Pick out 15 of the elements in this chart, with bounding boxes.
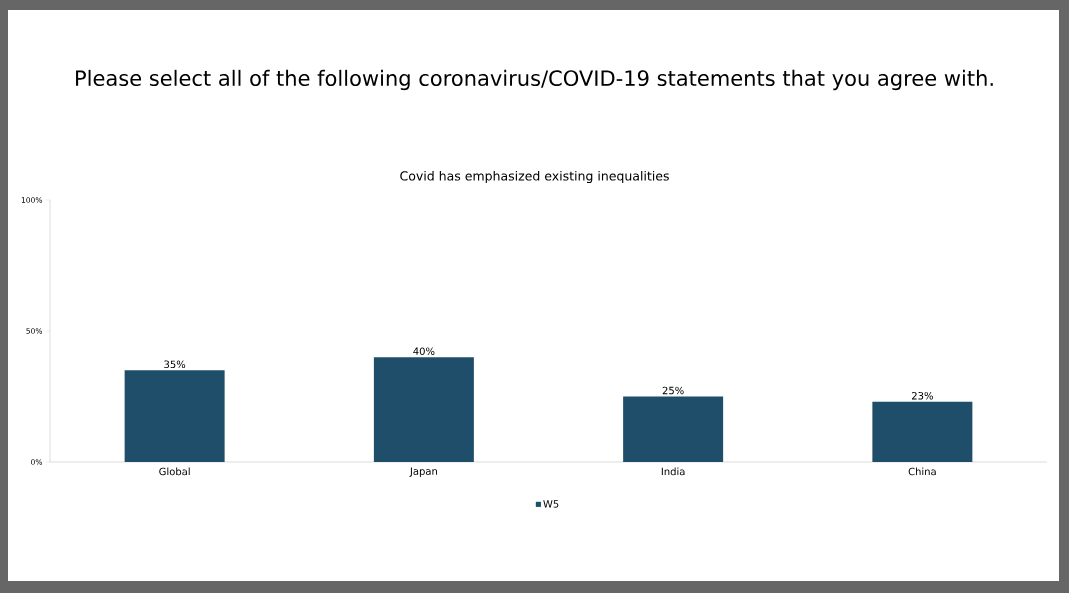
x-tick-label: India xyxy=(661,467,685,476)
x-tick-label: Japan xyxy=(409,467,437,477)
x-tick-label: China xyxy=(908,467,936,476)
bar xyxy=(124,370,225,462)
text: 23% xyxy=(912,391,933,400)
text: 40% xyxy=(413,347,435,355)
x-tick-label: Global xyxy=(159,467,190,476)
text: 35% xyxy=(164,360,186,369)
chart-subtitle: Covid has emphasized existing inequalities xyxy=(400,170,669,184)
bar xyxy=(623,396,724,462)
bar xyxy=(872,401,973,462)
bar xyxy=(373,357,474,462)
text: 25% xyxy=(662,386,684,395)
chart-title: Please select all of the following coronavirus/COVID-19 statements that you agree with. xyxy=(76,69,993,91)
legend-label: W5 xyxy=(543,500,559,508)
